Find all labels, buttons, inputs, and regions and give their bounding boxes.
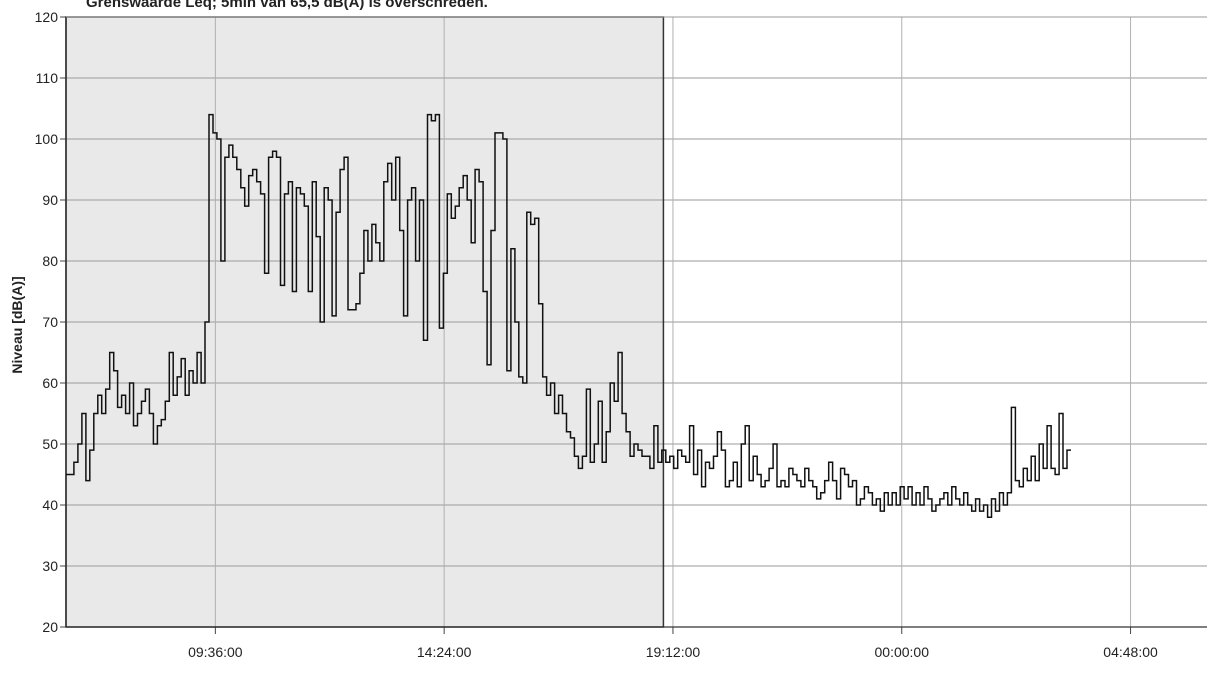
chart-title: Grenswaarde Leq; 5min van 65,5 dB(A) is …: [86, 0, 488, 11]
y-tick-label-100: 100: [35, 131, 59, 147]
x-tick-label-044800: 04:48:00: [1103, 644, 1158, 660]
x-tick-label-000000: 00:00:00: [875, 644, 930, 660]
y-axis-label: Niveau [dB(A)]: [9, 276, 25, 373]
x-tick-label-191200: 19:12:00: [646, 644, 701, 660]
y-tick-label-30: 30: [42, 558, 58, 574]
y-tick-label-120: 120: [35, 9, 59, 25]
y-tick-label-40: 40: [42, 497, 58, 513]
x-tick-label-093600: 09:36:00: [188, 644, 243, 660]
y-tick-label-110: 110: [36, 70, 59, 86]
x-tick-label-142400: 14:24:00: [417, 644, 472, 660]
series-line-niveau: [66, 113, 1071, 518]
y-tick-label-60: 60: [42, 375, 58, 391]
y-tick-label-50: 50: [42, 436, 58, 452]
y-tick-label-20: 20: [42, 619, 58, 635]
y-tick-label-70: 70: [42, 314, 58, 330]
y-tick-label-80: 80: [42, 253, 58, 269]
y-tick-label-90: 90: [42, 192, 58, 208]
